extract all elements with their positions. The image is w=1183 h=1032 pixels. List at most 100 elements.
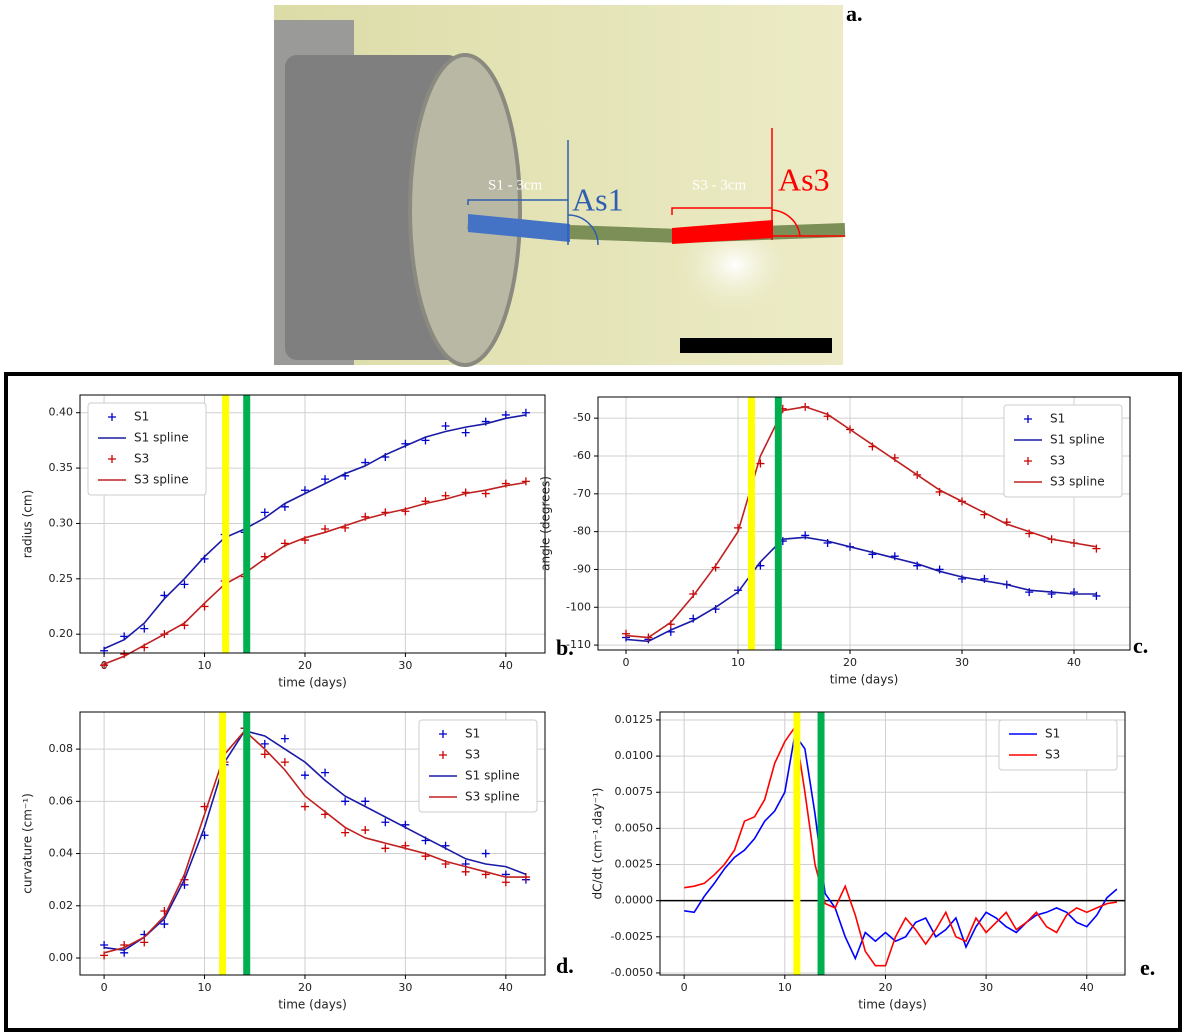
data-point (341, 797, 350, 806)
legend-label: S3 (465, 748, 480, 762)
data-point (100, 661, 109, 670)
legend-box (998, 719, 1118, 771)
legend-symbol (439, 730, 447, 738)
y-tick-label: -110 (566, 638, 591, 651)
data-point (501, 878, 510, 887)
as1-label: As1 (572, 181, 624, 217)
legend-label: S3 (1050, 454, 1065, 468)
legend-label: S3 (134, 452, 149, 466)
x-tick-label: 40 (499, 981, 513, 994)
panel-label: b. (556, 635, 574, 660)
data-point (381, 844, 390, 853)
data-point (260, 750, 269, 759)
y-tick-label: 0.25 (49, 572, 74, 585)
segment-s3 (672, 220, 773, 244)
y-tick-label: -0.0025 (611, 930, 653, 943)
legend-label: S1 (1045, 727, 1060, 741)
x-tick-label: 0 (101, 981, 108, 994)
x-tick-label: 30 (955, 656, 969, 669)
panel-label: d. (556, 953, 574, 978)
series-line (103, 729, 527, 952)
y-tick-label: 0.30 (49, 516, 74, 529)
y-tick-label: -0.0050 (611, 966, 653, 979)
event-line (243, 395, 251, 653)
data-point (321, 768, 330, 777)
photo: S1 - 3cm As1 S3 - 3cm As3 (274, 5, 846, 367)
data-point (361, 826, 370, 835)
series-line (684, 725, 1118, 967)
x-tick-label: 10 (198, 981, 212, 994)
x-tick-label: 30 (398, 981, 412, 994)
data-point (1070, 588, 1078, 597)
y-axis-label: curvature (cm⁻¹) (21, 793, 35, 894)
legend-symbol (108, 413, 116, 421)
legend-symbol (439, 751, 447, 759)
series-line (625, 536, 1097, 643)
legend-label: S3 spline (134, 473, 189, 487)
s3-guide (671, 128, 845, 240)
y-tick-label: 0.04 (49, 847, 74, 860)
x-tick-label: 20 (878, 981, 892, 994)
legend-label: S1 (1050, 412, 1065, 426)
x-tick-label: 10 (198, 659, 212, 672)
y-tick-label: -60 (573, 449, 591, 462)
legend-symbol (1024, 457, 1032, 465)
series-line (684, 732, 1118, 961)
y-tick-label: 0.40 (49, 406, 74, 419)
data-point (321, 475, 330, 484)
series-line (103, 414, 527, 650)
frame (4, 372, 1182, 1032)
panel-label: a. (846, 1, 863, 26)
panel-label: e. (1140, 955, 1155, 980)
s1-label: S1 - 3cm (488, 177, 542, 193)
data-point (280, 758, 289, 767)
y-tick-label: -100 (566, 600, 591, 613)
event-line (243, 712, 251, 975)
x-tick-label: 30 (398, 659, 412, 672)
x-axis-label: time (days) (830, 673, 899, 687)
data-point (280, 734, 289, 743)
y-tick-label: 0.0075 (615, 785, 654, 798)
x-tick-label: 20 (298, 659, 312, 672)
x-tick-label: 10 (731, 656, 745, 669)
y-tick-label: -90 (573, 562, 591, 575)
y-tick-label: 0.0025 (615, 858, 654, 871)
data-point (300, 802, 309, 811)
event-line (747, 397, 755, 650)
data-point (160, 920, 169, 929)
legend-label: S3 spline (465, 790, 520, 804)
y-tick-label: 0.20 (49, 627, 74, 640)
y-tick-label: 0.02 (49, 899, 74, 912)
y-tick-label: 0.08 (49, 742, 74, 755)
s3-label: S3 - 3cm (692, 177, 746, 193)
axes-frame (79, 394, 546, 654)
as3-label: As3 (778, 161, 830, 197)
series-line (103, 481, 527, 665)
x-tick-label: 30 (979, 981, 993, 994)
x-axis-label: time (days) (858, 998, 927, 1012)
data-point (381, 818, 390, 827)
data-point (461, 428, 470, 437)
event-line (793, 712, 801, 975)
data-point (341, 828, 350, 837)
x-axis-label: time (days) (278, 998, 347, 1012)
segment-s1 (468, 214, 570, 242)
legend-label: S3 (1045, 748, 1060, 762)
y-tick-label: 0.0125 (615, 713, 654, 726)
event-line (222, 395, 230, 653)
x-tick-label: 20 (298, 981, 312, 994)
y-axis-label: radius (cm) (21, 490, 35, 559)
axes-frame (597, 396, 1131, 651)
x-tick-label: 0 (681, 981, 688, 994)
series-line (103, 729, 526, 954)
data-point (260, 508, 269, 517)
y-tick-label: 0.35 (49, 461, 74, 474)
x-axis-label: time (days) (278, 676, 347, 690)
legend-label: S1 (134, 410, 149, 424)
x-tick-label: 40 (1080, 981, 1094, 994)
data-point (1092, 544, 1101, 553)
y-tick-label: 0.0050 (615, 821, 654, 834)
y-tick-label: 0.06 (49, 794, 74, 807)
y-tick-label: -70 (573, 487, 591, 500)
y-tick-label: 0.0100 (615, 749, 654, 762)
